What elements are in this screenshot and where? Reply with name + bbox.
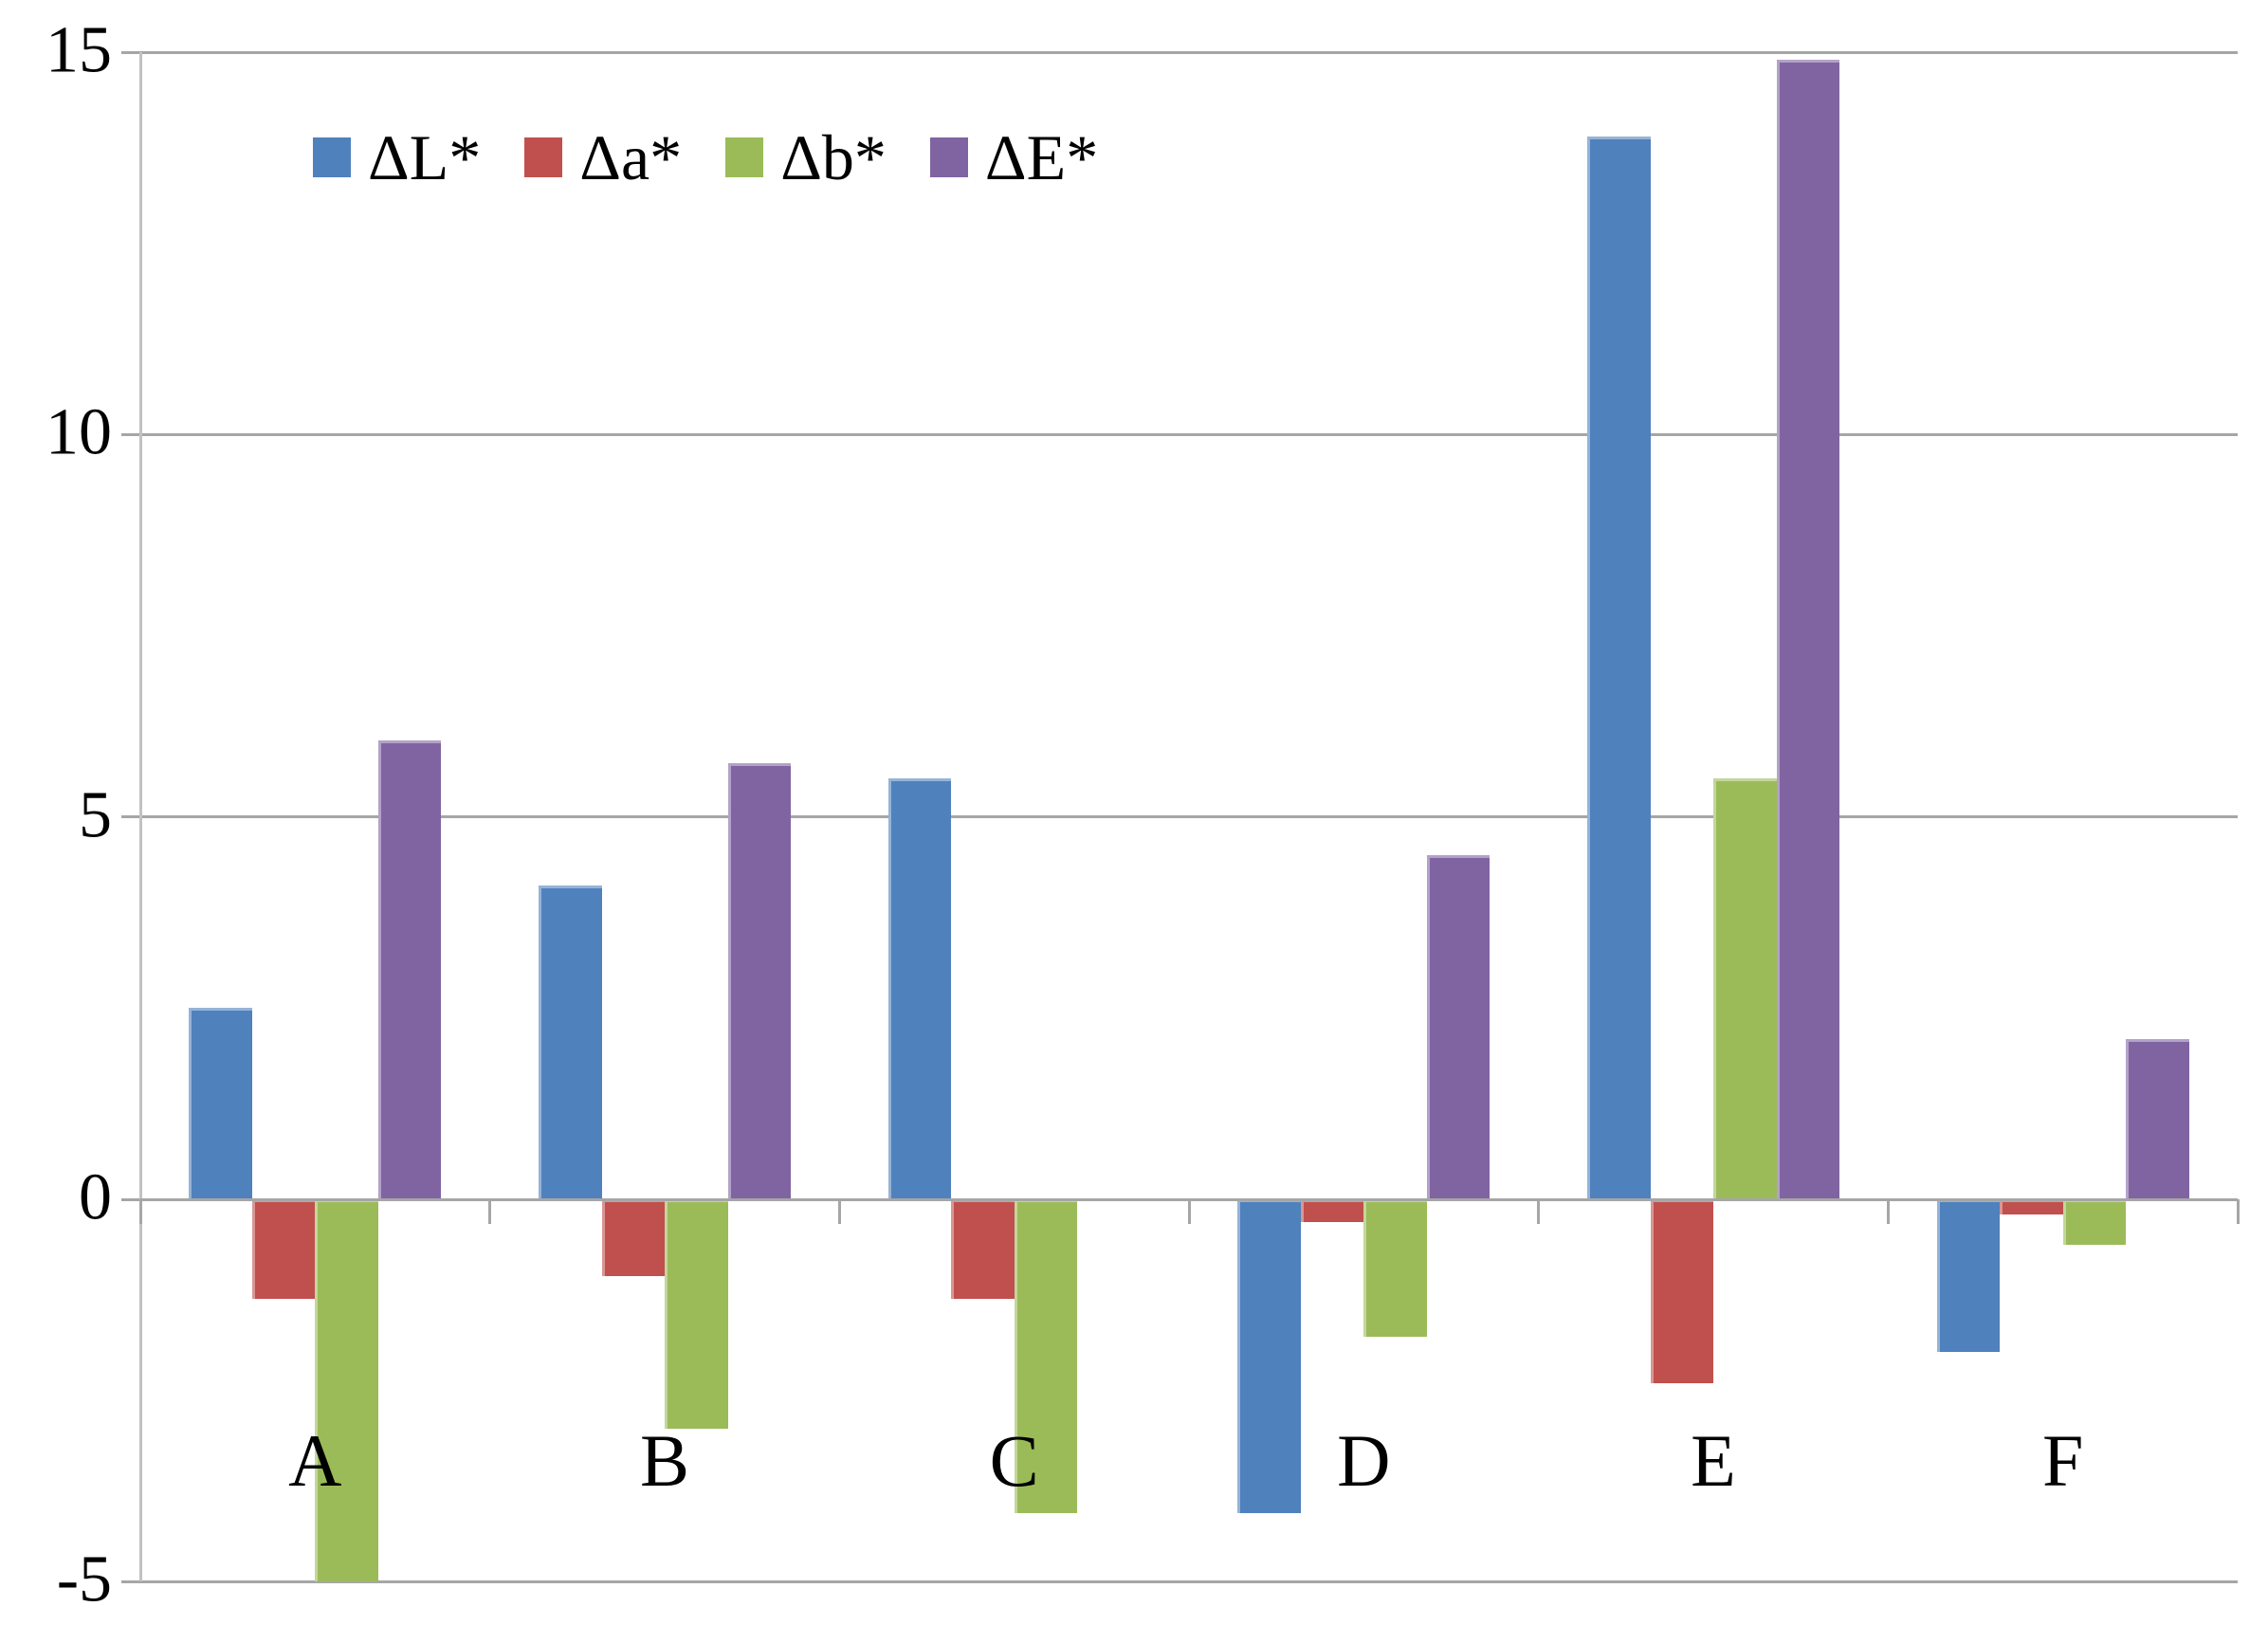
chart-legend: ΔL* Δa* Δb* ΔE* (313, 125, 1098, 190)
legend-label-delta-a: Δa* (579, 121, 683, 193)
legend-item-delta-b: Δb* (725, 125, 887, 190)
category-label-d: D (1337, 1419, 1391, 1502)
bar-f-delta-l (1936, 1199, 2001, 1353)
bar-a-delta-a (251, 1199, 316, 1299)
legend-swatch-delta-e (929, 137, 968, 177)
legend-swatch-delta-a (524, 137, 563, 177)
bar-b-delta-l (539, 885, 602, 1199)
category-axis-tick-3 (1187, 1199, 1191, 1224)
bar-a-delta-e (377, 740, 442, 1199)
category-axis-tick-4 (1537, 1199, 1541, 1224)
bar-c-delta-b (1014, 1199, 1078, 1513)
legend-label-delta-b: Δb* (780, 121, 887, 193)
bar-f-delta-b (2062, 1199, 2127, 1246)
category-axis-tick-0 (138, 1199, 142, 1224)
gridline-5 (140, 815, 2238, 819)
y-axis-tick-10 (121, 432, 140, 436)
legend-swatch-delta-l (313, 137, 351, 177)
y-tick-label-0: 0 (79, 1160, 112, 1234)
zero-axis-line (140, 1197, 2238, 1201)
bar-e-delta-b (1713, 778, 1777, 1199)
legend-item-delta-e: ΔE* (929, 121, 1099, 193)
bar-b-delta-e (727, 763, 791, 1199)
gridline-10 (140, 432, 2238, 436)
bar-c-delta-a (951, 1199, 1015, 1299)
category-axis-tick-6 (2236, 1199, 2240, 1224)
y-tick-label-15: 15 (46, 13, 112, 87)
y-axis-tick--5 (121, 1579, 140, 1583)
gridline-15 (140, 50, 2238, 54)
bar-c-delta-l (887, 778, 952, 1199)
legend-item-delta-a: Δa* (524, 125, 682, 190)
y-axis-tick-15 (121, 50, 140, 54)
legend-swatch-delta-b (725, 137, 764, 177)
category-label-c: C (989, 1419, 1039, 1502)
bar-d-delta-l (1237, 1199, 1301, 1513)
bar-f-delta-e (2126, 1038, 2189, 1199)
gridline--5 (140, 1579, 2238, 1583)
y-axis-tick-5 (121, 815, 140, 819)
bar-a-delta-b (315, 1199, 378, 1582)
category-label-b: B (639, 1419, 689, 1502)
bar-b-delta-b (665, 1199, 728, 1429)
bar-d-delta-a (1300, 1199, 1364, 1223)
legend-label-delta-e: ΔE* (984, 121, 1099, 193)
bar-d-delta-b (1363, 1199, 1427, 1338)
category-label-f: F (2041, 1419, 2084, 1502)
category-label-e: E (1691, 1419, 1736, 1502)
bar-e-delta-e (1776, 60, 1839, 1199)
y-axis-tick-0 (121, 1197, 140, 1201)
bar-e-delta-l (1587, 136, 1651, 1199)
bar-b-delta-a (601, 1199, 665, 1276)
y-tick-label--5: -5 (56, 1543, 112, 1616)
category-axis-tick-5 (1886, 1199, 1890, 1224)
y-axis (138, 52, 142, 1582)
category-label-a: A (288, 1419, 342, 1502)
bar-f-delta-a (2000, 1199, 2063, 1215)
legend-item-delta-l: ΔL* (313, 125, 481, 190)
legend-label-delta-l: ΔL* (368, 121, 482, 193)
bar-e-delta-a (1650, 1199, 1713, 1383)
category-axis-tick-2 (837, 1199, 841, 1224)
bar-d-delta-e (1426, 855, 1491, 1199)
y-tick-label-5: 5 (79, 778, 112, 852)
category-axis-tick-1 (488, 1199, 492, 1224)
bar-a-delta-l (189, 1008, 252, 1199)
y-tick-label-10: 10 (46, 395, 112, 469)
